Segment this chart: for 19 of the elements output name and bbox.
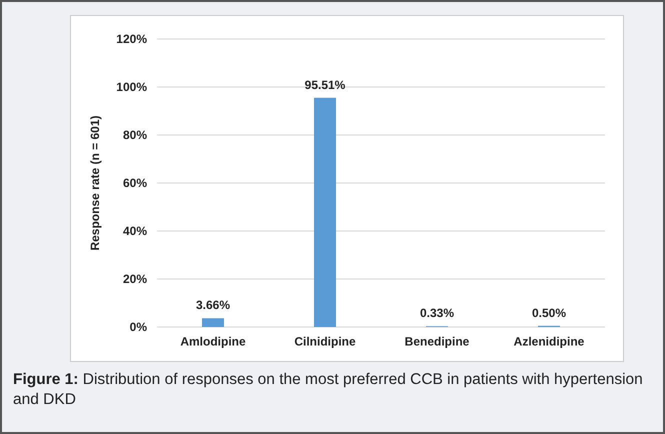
data-label: 95.51% [304,78,346,92]
bar [202,318,224,327]
y-tick-label: 60% [122,176,148,190]
y-tick-label: 0% [130,320,148,334]
data-label: 3.66% [196,298,230,312]
y-tick-label: 120% [116,32,148,46]
y-tick-label: 40% [122,224,148,238]
data-label: 0.33% [420,306,454,320]
x-tick-label: Azlenidipine [514,334,585,349]
y-tick-label: 80% [122,128,148,142]
data-label: 0.50% [532,306,566,320]
x-tick-label: Amlodipine [180,334,246,349]
y-tick-label: 100% [116,80,148,94]
y-tick-label: 20% [122,272,148,286]
caption: Figure 1: Distribution of responses on the most preferred CCB in patients with hypertension and DKD [13,371,643,408]
y-axis-title: Response rate (n = 601) [88,115,102,251]
x-tick-label: Cilnidipine [294,334,356,349]
bar [314,98,336,327]
x-tick-label: Benedipine [404,334,470,349]
